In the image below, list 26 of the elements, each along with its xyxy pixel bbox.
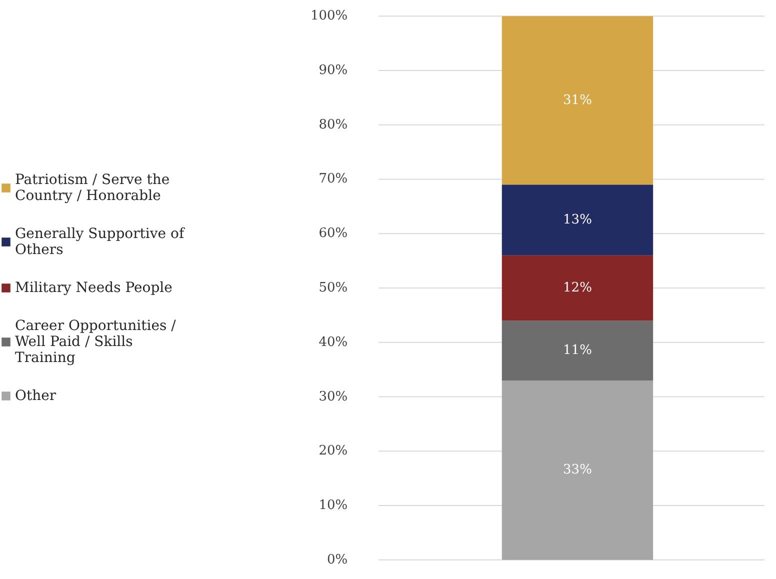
legend-label: Generally Supportive of Others bbox=[15, 226, 184, 258]
y-tick-label: 60% bbox=[318, 226, 348, 242]
data-label: 11% bbox=[563, 343, 592, 358]
y-tick-label: 70% bbox=[318, 172, 348, 187]
data-label: 31% bbox=[563, 92, 592, 108]
y-tick-label: 0% bbox=[327, 552, 348, 568]
bar bbox=[502, 320, 654, 380]
y-tick-label: 30% bbox=[318, 389, 348, 404]
legend-label: Other bbox=[15, 388, 56, 404]
y-tick-label: 20% bbox=[318, 444, 348, 459]
bar bbox=[502, 380, 654, 560]
data-label: 33% bbox=[563, 462, 592, 478]
y-tick-label: 10% bbox=[318, 498, 348, 514]
bar bbox=[502, 255, 654, 321]
y-tick-label: 40% bbox=[318, 334, 348, 350]
data-label: 13% bbox=[563, 212, 592, 228]
y-tick-label: 80% bbox=[318, 117, 348, 132]
data-label: 12% bbox=[563, 280, 592, 296]
bar bbox=[502, 16, 654, 185]
y-tick-label: 50% bbox=[318, 280, 348, 296]
bar bbox=[502, 184, 654, 256]
y-tick-label: 100% bbox=[310, 8, 348, 24]
legend-label: Military Needs People bbox=[15, 280, 172, 296]
legend-label: Career Opportunities / Well Paid / Skills Training bbox=[15, 318, 176, 366]
y-tick-label: 90% bbox=[318, 62, 348, 78]
legend-label: Patriotism / Serve the Country / Honorable bbox=[15, 172, 170, 204]
